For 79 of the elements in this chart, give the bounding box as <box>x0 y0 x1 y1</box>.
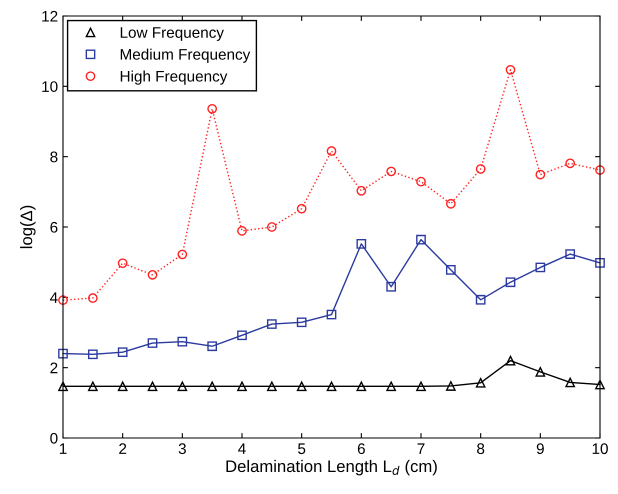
point <box>506 64 516 75</box>
point <box>595 258 605 268</box>
point <box>266 319 277 329</box>
point <box>565 249 576 259</box>
x-tick-label: 3 <box>178 443 186 454</box>
point <box>296 381 307 392</box>
x-tick-label: 8 <box>477 443 484 454</box>
point <box>595 380 605 390</box>
point <box>416 176 426 186</box>
point <box>595 165 605 175</box>
point <box>386 381 396 392</box>
y-tick-label: 12 <box>42 10 58 22</box>
point <box>535 262 546 272</box>
point <box>237 330 247 340</box>
point <box>88 349 98 360</box>
point <box>58 295 68 306</box>
x-tick-label: 4 <box>238 443 246 454</box>
point <box>266 222 277 232</box>
point <box>58 381 68 392</box>
x-tick-label: 5 <box>298 443 306 454</box>
point <box>386 166 396 176</box>
point <box>356 186 366 196</box>
point <box>326 381 336 392</box>
point <box>207 341 218 352</box>
point <box>118 347 128 358</box>
point <box>207 104 218 114</box>
point <box>356 239 366 249</box>
point <box>148 338 158 348</box>
x-tick-label: 9 <box>536 443 544 454</box>
point <box>177 250 188 260</box>
point <box>58 348 68 358</box>
x-tick-label: 1 <box>60 443 67 454</box>
y-axis-title: log(Δ) <box>20 206 36 248</box>
point <box>446 198 456 209</box>
point <box>237 226 247 236</box>
x-tick-label: 7 <box>418 443 424 454</box>
point <box>506 356 516 366</box>
point <box>237 381 247 392</box>
point <box>326 146 336 156</box>
point <box>356 381 366 392</box>
point <box>296 204 307 214</box>
point <box>148 381 158 392</box>
legend-label: Medium Frequency <box>120 48 250 63</box>
point <box>476 378 486 388</box>
y-tick-label: 8 <box>50 152 58 162</box>
point <box>118 381 128 392</box>
y-tick-label: 6 <box>50 222 58 233</box>
point <box>326 310 336 320</box>
legend-label: High Frequency <box>120 70 228 85</box>
point <box>266 381 277 392</box>
point <box>476 164 486 174</box>
point <box>416 234 426 245</box>
y-tick-label: 0 <box>50 432 58 444</box>
point <box>88 293 98 303</box>
x-axis-title: Delamination Length L$_{d}$ (cm) <box>226 460 437 476</box>
point <box>535 367 546 377</box>
point <box>565 378 576 388</box>
point <box>506 277 516 288</box>
x-tick-label: 10 <box>592 443 608 454</box>
y-tick-label: 10 <box>42 81 58 92</box>
point <box>446 265 456 275</box>
y-tick-label: 4 <box>50 292 58 303</box>
point <box>177 381 188 392</box>
point <box>476 294 486 305</box>
point <box>386 282 396 292</box>
x-tick-label: 2 <box>119 443 126 454</box>
point <box>535 170 546 180</box>
point <box>446 381 456 391</box>
point <box>88 381 98 392</box>
point <box>207 381 218 392</box>
y-tick-label: 2 <box>50 362 58 374</box>
point <box>177 336 188 347</box>
point <box>565 158 576 168</box>
point <box>296 317 307 328</box>
point <box>118 258 128 268</box>
point <box>416 381 426 392</box>
point <box>148 270 158 280</box>
x-tick-label: 6 <box>358 443 365 454</box>
legend-label: Low Frequency <box>120 27 224 41</box>
